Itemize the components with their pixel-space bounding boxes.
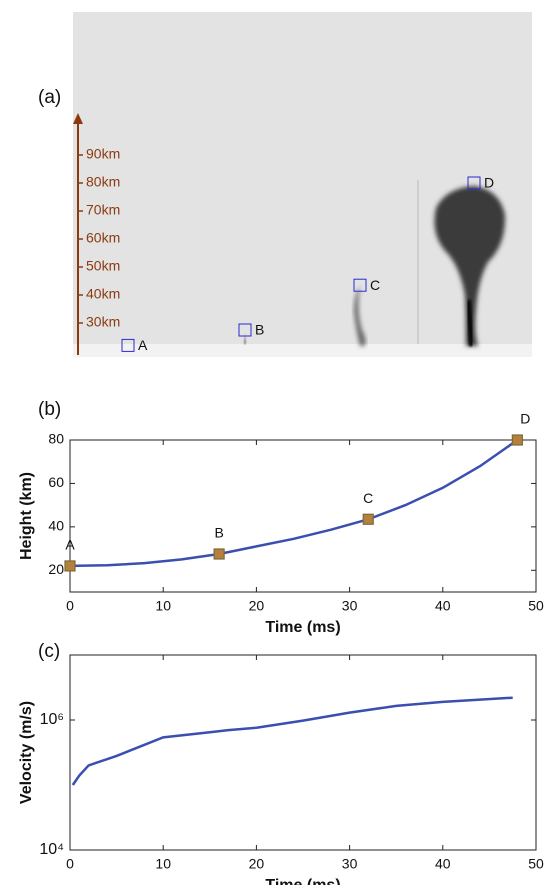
y-tick-label: 80 xyxy=(48,431,64,447)
panel-label: (a) xyxy=(38,87,61,108)
point-box xyxy=(121,338,135,352)
y-tick-label: 10⁴ xyxy=(39,841,64,858)
point-marker xyxy=(511,434,523,446)
x-tick-label: 50 xyxy=(528,598,544,614)
y-tick-label: 20 xyxy=(48,561,64,577)
x-tick-label: 30 xyxy=(342,598,358,614)
x-tick-label: 30 xyxy=(342,856,358,872)
sprite-image xyxy=(73,12,532,357)
scale-label: 40km xyxy=(86,286,120,302)
scale-arrow xyxy=(73,113,83,124)
y-tick-label: 60 xyxy=(48,474,64,490)
plot-frame xyxy=(69,439,537,593)
scale-label: 30km xyxy=(86,314,120,330)
image-background xyxy=(73,12,532,357)
point-box xyxy=(238,323,252,337)
point-label: D xyxy=(484,175,494,191)
plume-d xyxy=(434,186,506,346)
point-label: A xyxy=(138,337,148,353)
plume-d-trunk xyxy=(465,299,475,347)
x-tick-label: 20 xyxy=(249,856,265,872)
x-tick-label: 40 xyxy=(435,598,451,614)
plume-c xyxy=(354,286,366,346)
scale-label: 50km xyxy=(86,258,120,274)
point-label: C xyxy=(363,490,373,506)
point-label: D xyxy=(520,411,530,427)
plot-frame xyxy=(69,654,537,851)
y-tick-label: 10⁶ xyxy=(40,711,64,728)
x-tick-label: 0 xyxy=(66,856,74,872)
y-axis-label: Velocity (m/s) xyxy=(18,701,35,804)
scale-label: 80km xyxy=(86,174,120,190)
point-marker xyxy=(213,548,225,560)
point-label: B xyxy=(214,525,223,541)
point-marker xyxy=(64,560,76,572)
x-axis-label: Time (ms) xyxy=(265,877,340,885)
plume-b xyxy=(244,334,246,344)
panel-label: (b) xyxy=(38,399,61,420)
point-box xyxy=(467,176,481,190)
point-box xyxy=(353,278,367,292)
x-axis-label: Time (ms) xyxy=(265,619,340,636)
point-label: C xyxy=(370,277,380,293)
x-tick-label: 10 xyxy=(155,598,171,614)
scale-label: 90km xyxy=(86,146,120,162)
x-tick-label: 50 xyxy=(528,856,544,872)
frame-caption-strip xyxy=(73,344,532,357)
point-label: A xyxy=(65,537,75,553)
scale-label: 60km xyxy=(86,230,120,246)
series-line xyxy=(69,438,519,568)
series-line xyxy=(71,696,513,786)
y-tick-label: 40 xyxy=(48,518,64,534)
point-marker xyxy=(362,513,374,525)
x-tick-label: 10 xyxy=(155,856,171,872)
point-label: B xyxy=(255,322,264,338)
x-tick-label: 20 xyxy=(249,598,265,614)
x-tick-label: 40 xyxy=(435,856,451,872)
panel-label: (c) xyxy=(38,641,60,662)
scale-label: 70km xyxy=(86,202,120,218)
x-tick-label: 0 xyxy=(66,598,74,614)
y-axis-label: Height (km) xyxy=(18,472,35,560)
